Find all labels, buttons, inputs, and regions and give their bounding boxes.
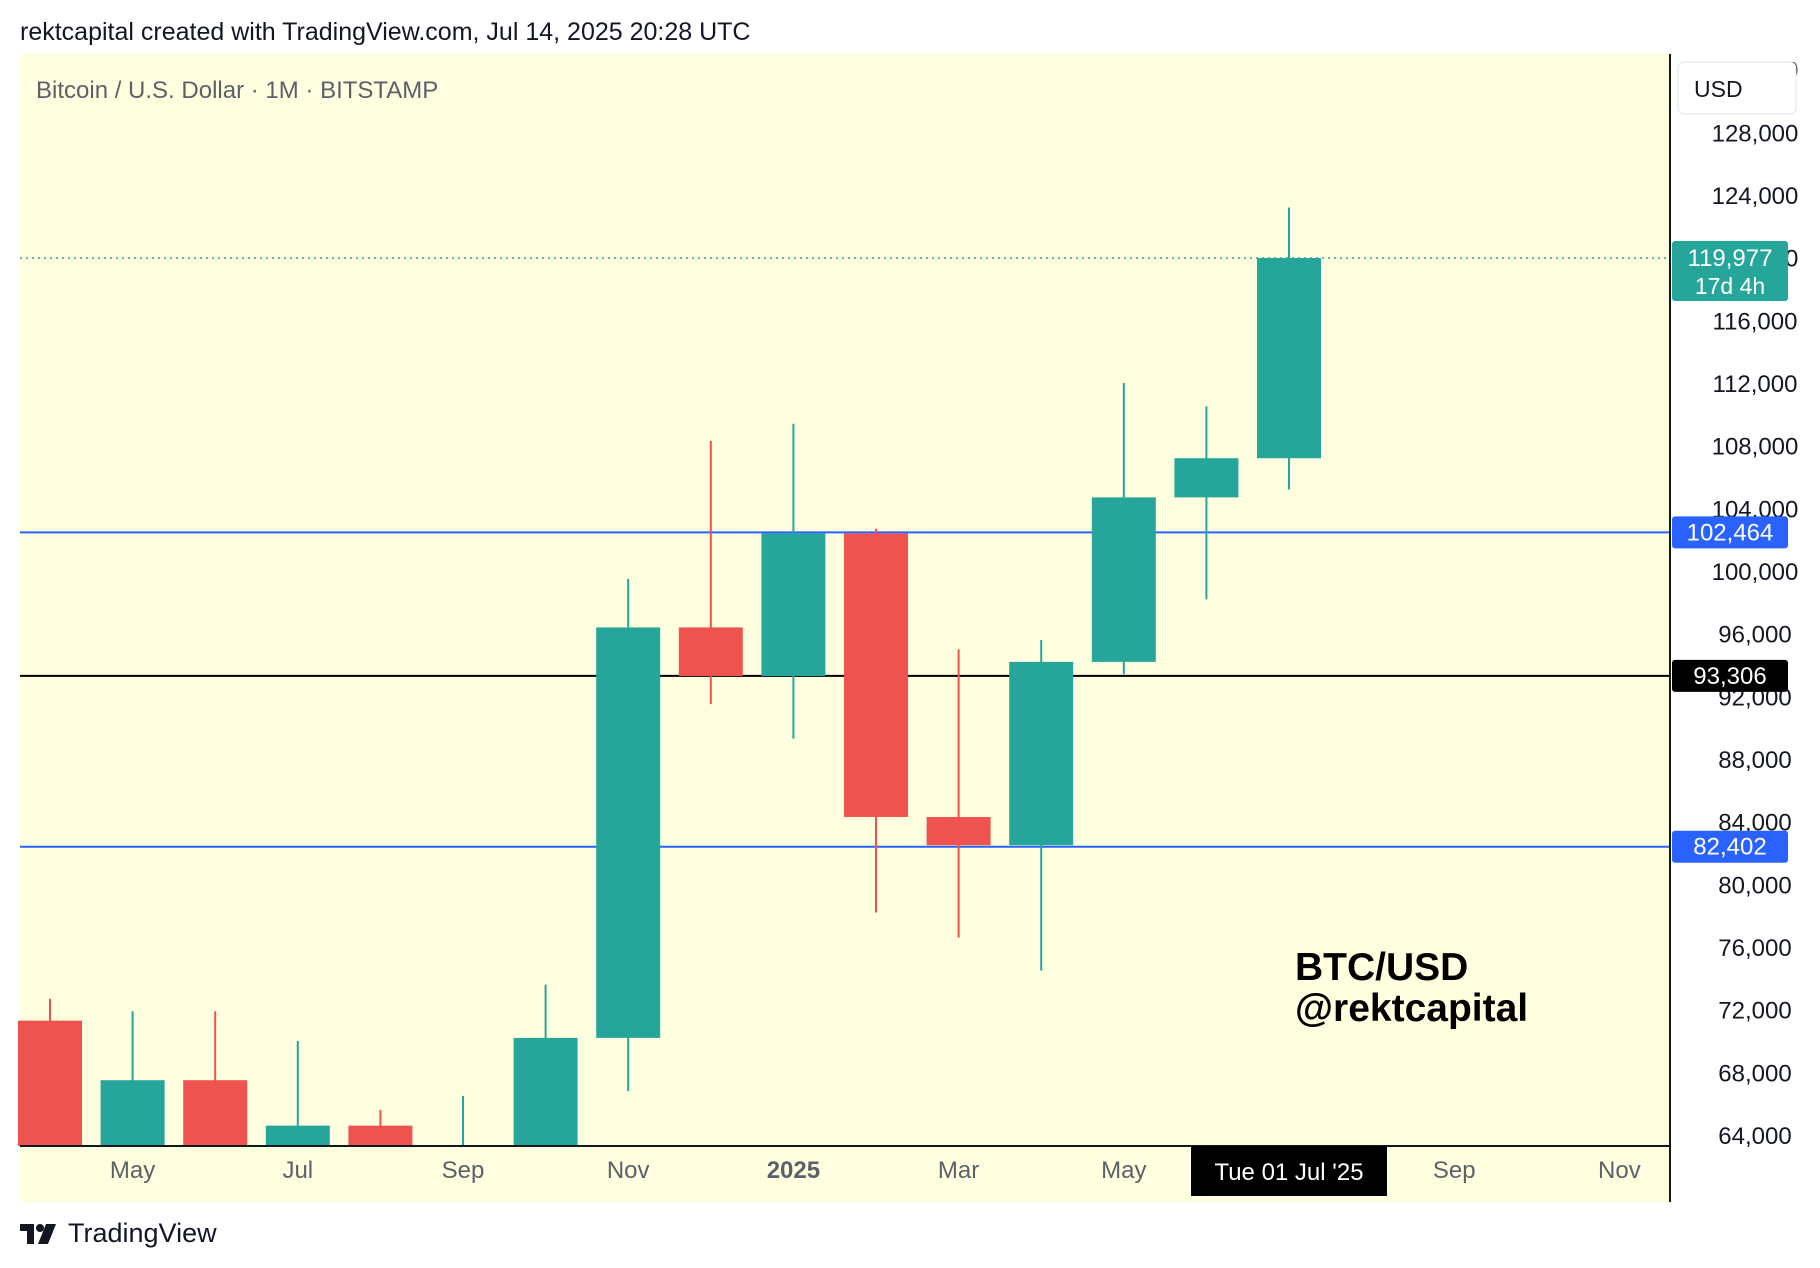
price-tick-label: 128,000 (1712, 120, 1799, 147)
candle-body (844, 533, 908, 817)
price-tick-label: 100,000 (1712, 559, 1799, 586)
footer-label: TradingView (68, 1218, 217, 1248)
price-tick-label: 76,000 (1718, 935, 1791, 962)
time-tick-label: Nov (1598, 1157, 1641, 1184)
currency-button[interactable]: USD (1677, 61, 1797, 115)
level-price-label: 93,306 (1693, 663, 1766, 690)
price-tick-label: 124,000 (1712, 183, 1799, 210)
watermark-line-2: @rektcapital (1295, 987, 1528, 1030)
price-tick-label: 72,000 (1718, 998, 1791, 1025)
level-price-badge (1672, 830, 1788, 863)
time-tick-label: Jul (282, 1157, 313, 1184)
candle-body (18, 1020, 82, 1146)
tradingview-logo-icon (20, 1223, 56, 1244)
time-tick-label: May (110, 1157, 155, 1184)
candle-body (265, 1125, 330, 1146)
time-tick-label: 2025 (767, 1157, 820, 1184)
candle[interactable] (1174, 406, 1239, 600)
price-tick-label: 116,000 (1713, 308, 1798, 335)
crosshair-date-badge (1191, 1146, 1387, 1196)
candle-body (513, 1037, 578, 1146)
last-price-label: 119,977 (1688, 245, 1773, 272)
candle[interactable] (596, 578, 661, 1092)
candle-body (761, 533, 826, 676)
level-price-badge (1672, 516, 1788, 549)
time-tick-label: Sep (442, 1157, 485, 1184)
level-price-badge (1672, 659, 1788, 692)
time-tick-label: Nov (607, 1157, 650, 1184)
candle-body (678, 627, 743, 676)
candle[interactable] (678, 440, 743, 705)
candle[interactable] (1091, 383, 1156, 675)
level-price-label: 82,402 (1693, 834, 1766, 861)
crosshair-date-label: Tue 01 Jul '25 (1214, 1159, 1363, 1186)
last-price-badge (1672, 241, 1788, 302)
price-tick-label: 68,000 (1718, 1060, 1791, 1087)
candle-body (183, 1080, 248, 1146)
currency-label: USD (1694, 76, 1743, 102)
candle-body (1257, 258, 1321, 459)
time-tick-label: Mar (938, 1157, 979, 1184)
footer-brand: TradingView (20, 1218, 217, 1249)
candle[interactable] (926, 649, 991, 938)
price-tick-label: 64,000 (1718, 1123, 1791, 1150)
candle[interactable] (844, 528, 908, 913)
candle-body (100, 1080, 165, 1146)
candle-body (1009, 661, 1074, 846)
chart-attribution: rektcapital created with TradingView.com… (20, 18, 751, 46)
time-tick-label: Sep (1433, 1157, 1476, 1184)
candle-body (1174, 458, 1239, 498)
candle[interactable] (348, 1109, 413, 1146)
price-tick-label: 80,000 (1718, 872, 1791, 899)
candle[interactable] (1257, 207, 1321, 490)
candle[interactable] (513, 984, 578, 1146)
candle[interactable] (761, 423, 826, 739)
candle[interactable] (183, 1011, 248, 1146)
candle-body (926, 816, 991, 846)
candle-body (348, 1125, 413, 1146)
price-tick-label: 112,000 (1713, 371, 1798, 398)
price-tick-label: 108,000 (1712, 434, 1799, 461)
candle[interactable] (18, 998, 82, 1146)
price-tick-label: 96,000 (1718, 622, 1791, 649)
bar-countdown-label: 17d 4h (1695, 273, 1765, 299)
price-tick-label: 88,000 (1718, 747, 1791, 774)
time-tick-label: May (1101, 1157, 1146, 1184)
candle[interactable] (1009, 639, 1074, 971)
candle[interactable] (265, 1041, 330, 1146)
candle-body (1091, 497, 1156, 662)
watermark-line-1: BTC/USD (1295, 946, 1468, 989)
candle-body (596, 627, 661, 1038)
level-price-label: 102,464 (1687, 519, 1774, 546)
symbol-title: Bitcoin / U.S. Dollar · 1M · BITSTAMP (36, 77, 438, 104)
candle[interactable] (100, 1011, 165, 1146)
